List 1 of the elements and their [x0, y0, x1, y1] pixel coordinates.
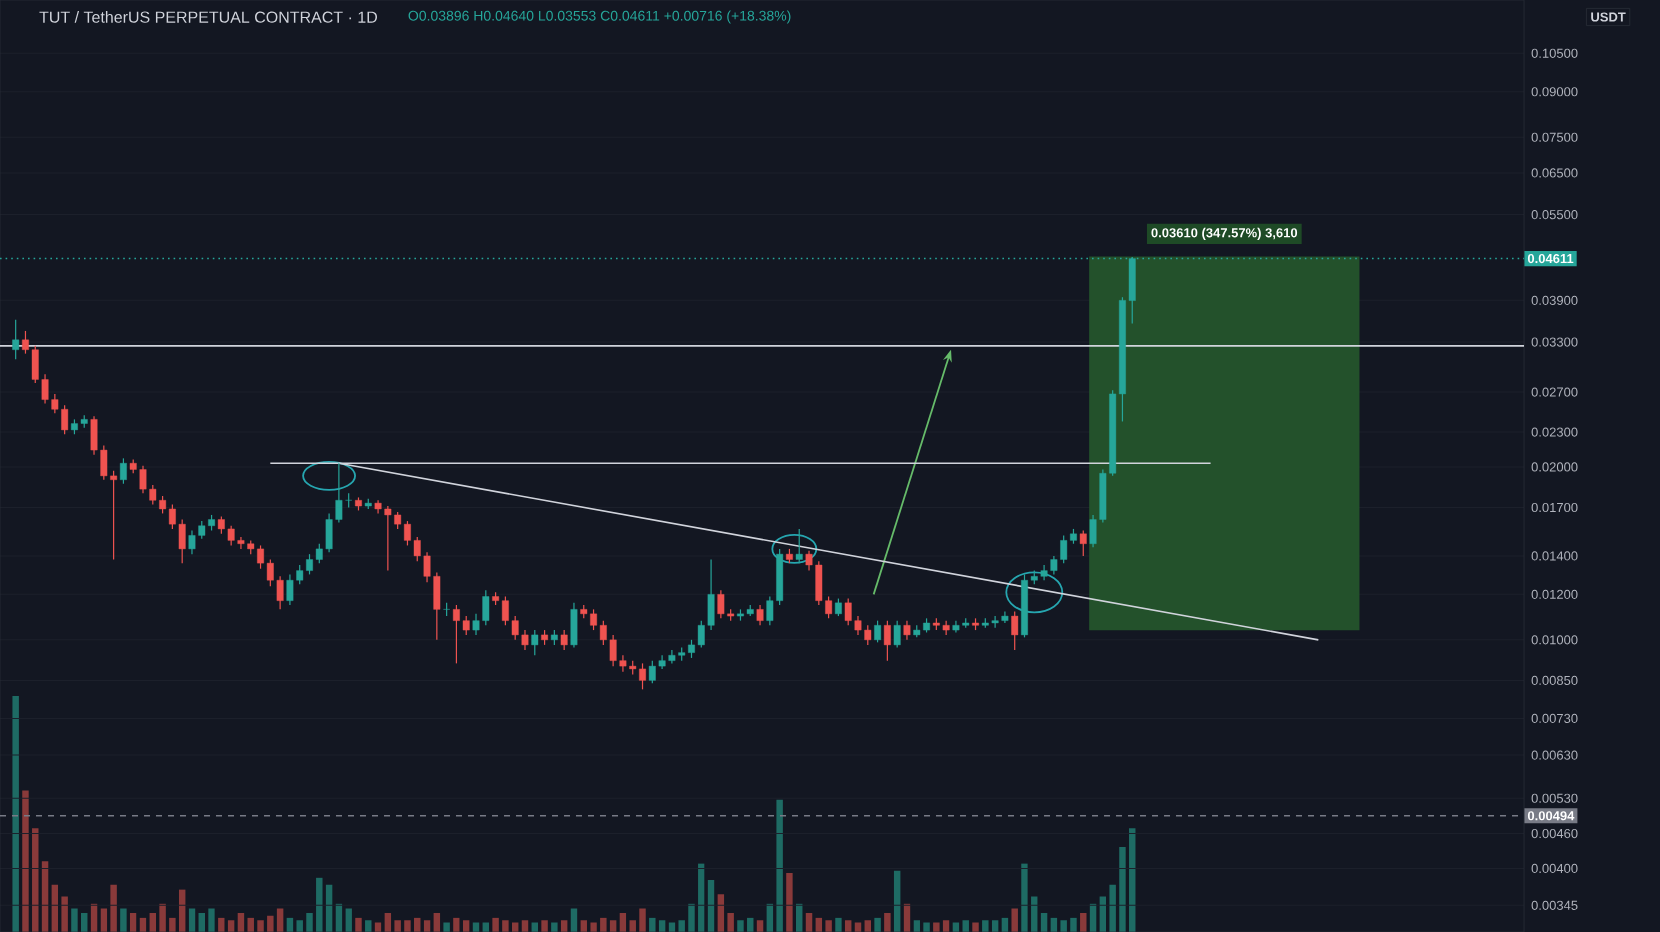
text: TUT / TetherUS PERPETUAL CONTRACT · 1D — [39, 11, 378, 23]
